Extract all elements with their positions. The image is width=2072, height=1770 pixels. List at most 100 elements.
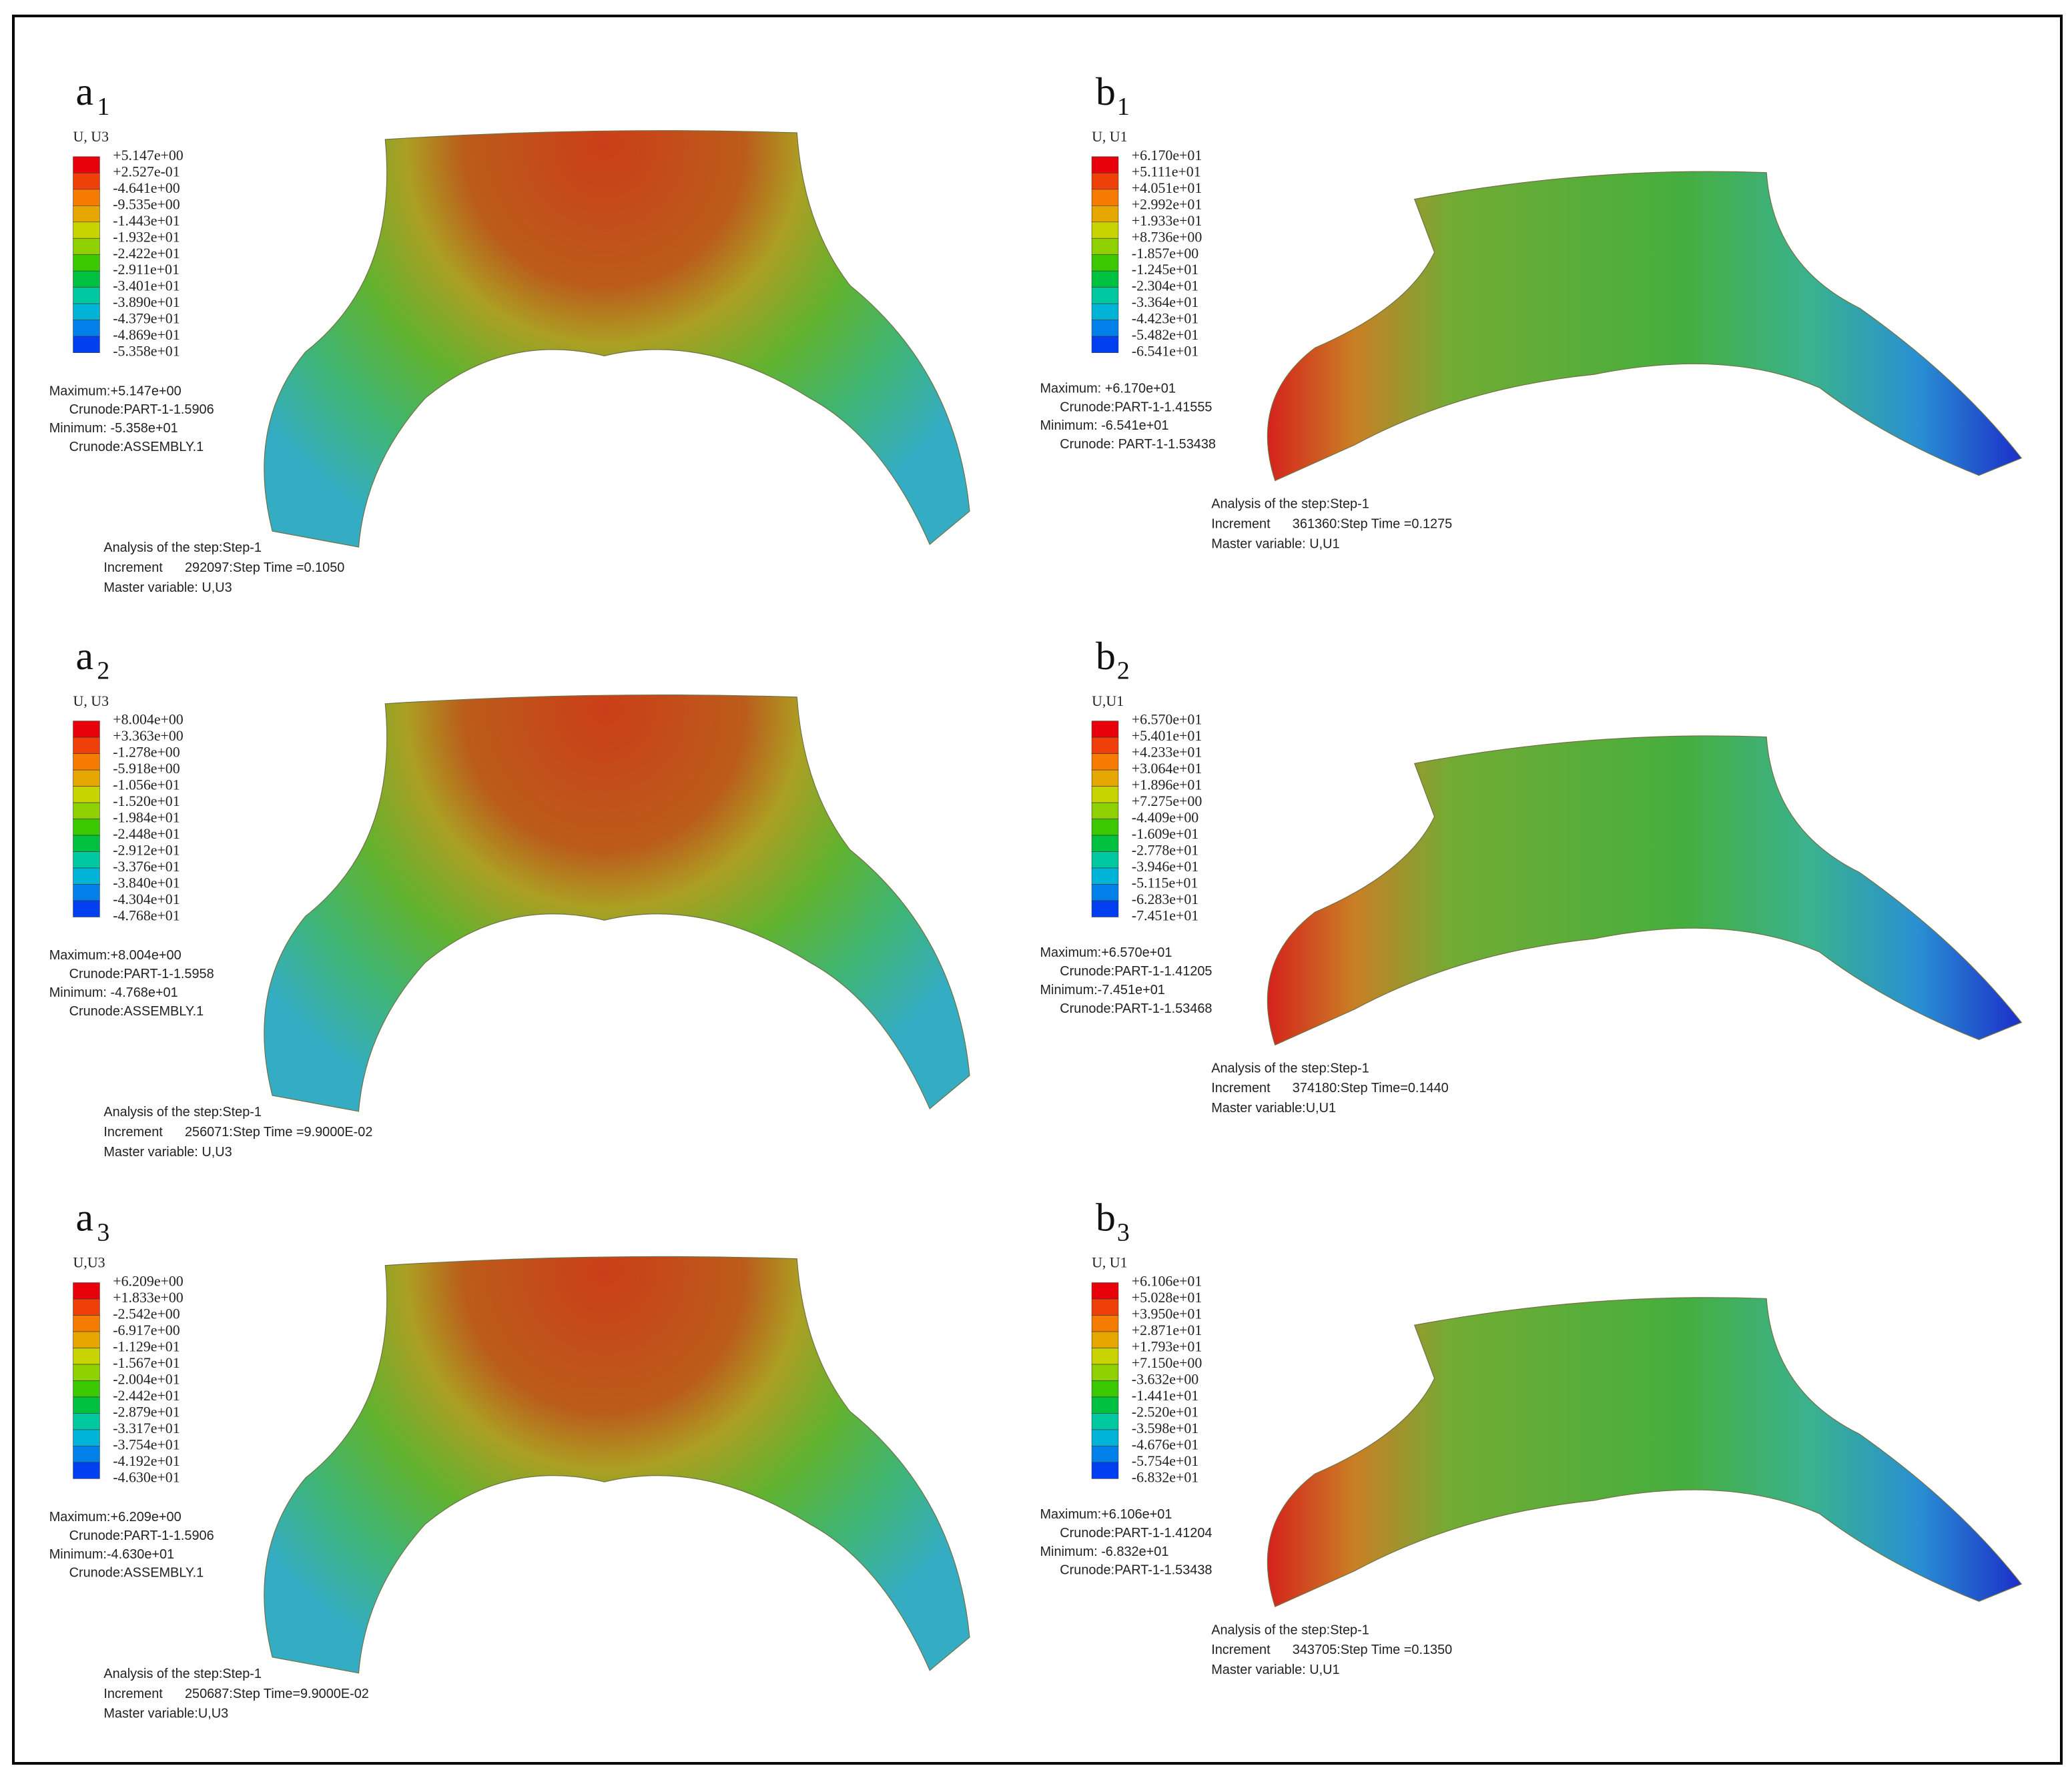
- legend-label: +4.051e+01: [1132, 179, 1202, 196]
- legend-label: +6.570e+01: [1132, 711, 1202, 728]
- legend-label: -3.401e+01: [113, 278, 180, 294]
- legend-label: -1.857e+00: [1132, 245, 1198, 262]
- legend-cell: [1091, 1446, 1119, 1463]
- legend-label: -1.609e+01: [1132, 825, 1198, 842]
- legend-label: +5.028e+01: [1132, 1289, 1202, 1306]
- legend-label: -2.004e+01: [113, 1370, 180, 1387]
- analysis-step: Analysis of the step:Step-1: [1211, 1623, 1369, 1637]
- legend-cell: [1091, 173, 1119, 190]
- panel-subscript: 3: [1117, 1219, 1130, 1247]
- legend-label: -3.890e+01: [113, 294, 180, 310]
- legend-cell: [1091, 1364, 1119, 1381]
- increment: Increment 374180:Step Time=0.1440: [1211, 1081, 1449, 1095]
- legend-label: -3.598e+01: [1132, 1420, 1198, 1436]
- minimum: Minimum: -6.832e+01: [1040, 1544, 1168, 1559]
- deformed-model: [264, 130, 970, 548]
- legend-cell: [1091, 802, 1119, 819]
- legend-label: +6.209e+00: [113, 1273, 184, 1290]
- maximum: Maximum:+6.209e+00: [49, 1510, 182, 1524]
- legend-label: -3.317e+01: [113, 1420, 180, 1436]
- legend-cell: [73, 205, 100, 223]
- master-variable: Master variable: U,U3: [103, 580, 232, 595]
- deformed-model: [264, 694, 970, 1112]
- legend-label: -4.768e+01: [113, 907, 180, 923]
- panel: b 2 U,U1 +6.570e+01+5.401e+01+4.233e+01+3.0…: [1040, 634, 2023, 1116]
- legend-label: +1.793e+01: [1132, 1338, 1202, 1355]
- legend-label: -2.442e+01: [113, 1387, 180, 1404]
- legend-cell: [73, 1462, 100, 1479]
- increment: Increment 250687:Step Time=9.9000E-02: [103, 1687, 369, 1701]
- legend-cell: [1091, 867, 1119, 885]
- legend-cell: [73, 867, 100, 885]
- legend-cell: [73, 1396, 100, 1414]
- legend-cell: [1091, 1315, 1119, 1332]
- legend-cell: [73, 1315, 100, 1332]
- legend-label: -4.630e+01: [113, 1468, 180, 1485]
- legend-label: +2.527e-01: [113, 163, 180, 179]
- minimum: Minimum: -4.768e+01: [49, 985, 178, 1000]
- deformed-model: [264, 1256, 970, 1674]
- legend-cell: [1091, 303, 1119, 320]
- panel: b 1 U, U1 +6.170e+01+5.111e+01+4.051e+01+2.…: [1040, 69, 2023, 551]
- legend-label: -5.918e+00: [113, 760, 180, 777]
- legend-cell: [1091, 156, 1119, 173]
- analysis-step: Analysis of the step:Step-1: [103, 1105, 262, 1120]
- min-crunode: Crunode:PART-1-1.53468: [1060, 1001, 1212, 1016]
- legend-label: -3.840e+01: [113, 875, 180, 891]
- legend-label: +3.064e+01: [1132, 760, 1202, 777]
- master-variable: Master variable: U,U3: [103, 1145, 232, 1160]
- maximum: Maximum: +6.170e+01: [1040, 381, 1175, 396]
- legend-label: +1.833e+00: [113, 1289, 184, 1306]
- legend-label: -1.441e+01: [1132, 1387, 1198, 1404]
- panel-label: a: [76, 634, 94, 678]
- legend-label: -2.778e+01: [1132, 842, 1198, 859]
- legend-cell: [1091, 270, 1119, 288]
- legend-cell: [1091, 189, 1119, 206]
- legend-label: -2.304e+01: [1132, 278, 1198, 294]
- frame: [12, 14, 2063, 1765]
- legend-label: -2.912e+01: [113, 842, 180, 859]
- legend-cell: [73, 1331, 100, 1348]
- legend-label: +4.233e+01: [1132, 744, 1202, 761]
- legend-cell: [1091, 1429, 1119, 1446]
- legend-label: +1.896e+01: [1132, 777, 1202, 793]
- legend-cell: [1091, 1298, 1119, 1316]
- legend-cell: [73, 1364, 100, 1381]
- legend-label: -5.115e+01: [1132, 875, 1198, 891]
- legend-cell: [73, 900, 100, 917]
- analysis-step: Analysis of the step:Step-1: [103, 1667, 262, 1681]
- legend-label: -4.192e+01: [113, 1452, 180, 1469]
- minimum: Minimum:-7.451e+01: [1040, 983, 1164, 997]
- legend-label: -5.754e+01: [1132, 1452, 1198, 1469]
- legend-label: +5.401e+01: [1132, 727, 1202, 744]
- legend-cell: [1091, 884, 1119, 901]
- panel-label: a: [76, 1196, 94, 1240]
- legend-label: +1.933e+01: [1132, 212, 1202, 229]
- panel-label: b: [1096, 634, 1116, 678]
- analysis-step: Analysis of the step:Step-1: [103, 540, 262, 555]
- max-crunode: Crunode:PART-1-1.41555: [1060, 400, 1212, 414]
- min-crunode: Crunode:PART-1-1.53438: [1060, 1563, 1212, 1578]
- legend-cell: [73, 1380, 100, 1398]
- variable-name: U,U1: [1092, 693, 1124, 709]
- legend-label: -1.278e+00: [113, 744, 180, 761]
- legend-label: -1.567e+01: [113, 1354, 180, 1371]
- legend-cell: [1091, 835, 1119, 852]
- panel-subscript: 2: [97, 657, 109, 685]
- legend-cell: [1091, 238, 1119, 256]
- maximum: Maximum:+6.570e+01: [1040, 945, 1172, 960]
- analysis-step: Analysis of the step:Step-1: [1211, 497, 1369, 512]
- variable-name: U, U1: [1092, 128, 1127, 145]
- legend-cell: [1091, 205, 1119, 223]
- legend-label: -9.535e+00: [113, 195, 180, 212]
- min-crunode: Crunode:ASSEMBLY.1: [69, 1004, 204, 1019]
- legend-cell: [73, 753, 100, 771]
- deformed-model: [1267, 1297, 2023, 1608]
- analysis-step: Analysis of the step:Step-1: [1211, 1061, 1369, 1075]
- legend-cell: [1091, 819, 1119, 836]
- master-variable: Master variable: U,U1: [1211, 1663, 1339, 1677]
- deformed-model: [1267, 171, 2023, 482]
- legend-label: -5.358e+01: [113, 343, 180, 360]
- legend-label: -1.443e+01: [113, 212, 180, 229]
- panel: b 3 U, U1 +6.106e+01+5.028e+01+3.950e+01+2.…: [1040, 1196, 2023, 1677]
